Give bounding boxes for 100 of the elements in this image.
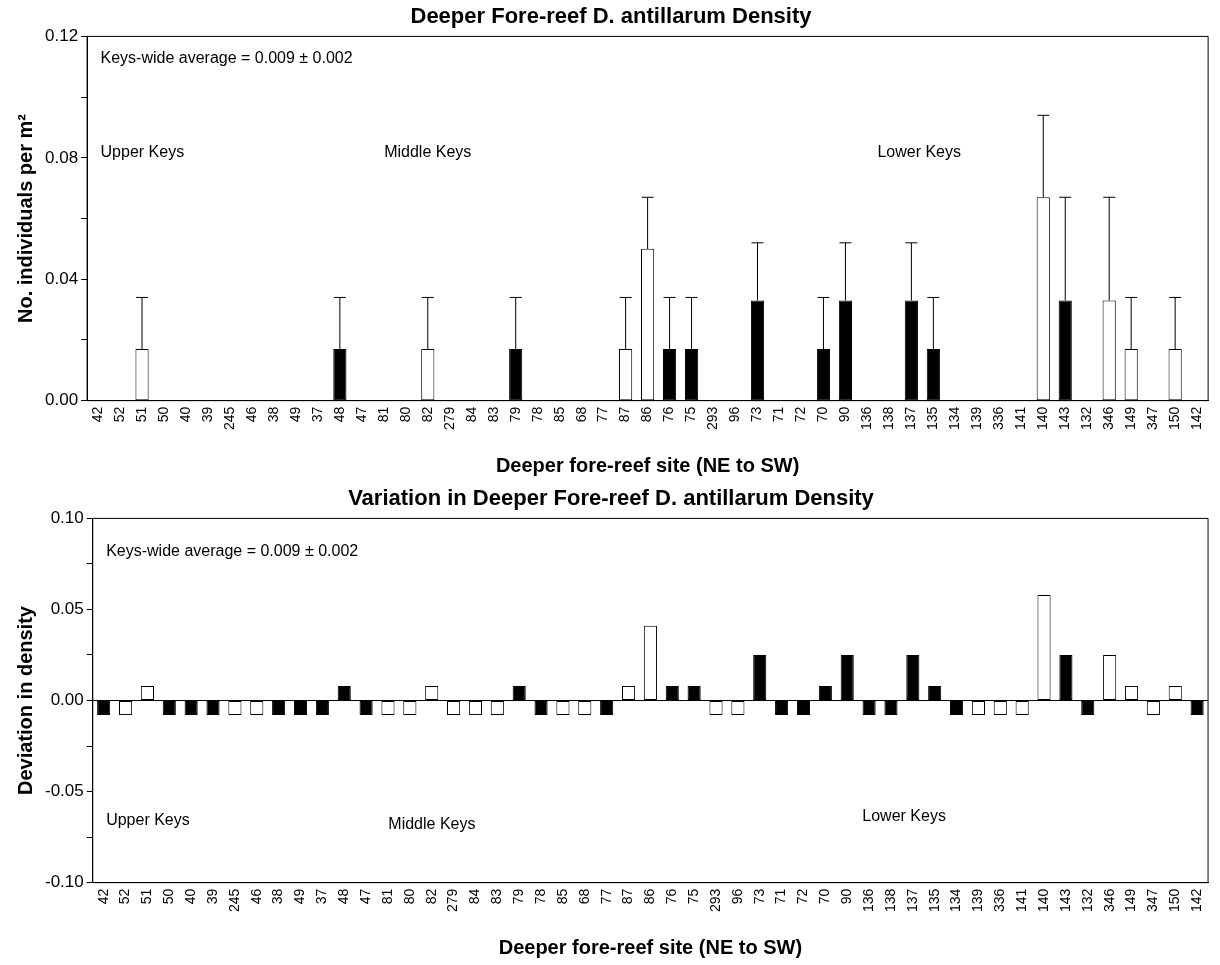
x-tick-label: 79 bbox=[510, 888, 527, 905]
x-tick-label: 77 bbox=[594, 406, 611, 423]
x-tick-label: 293 bbox=[706, 888, 723, 912]
x-tick-label: 143 bbox=[1056, 888, 1073, 912]
x-tick-label: 336 bbox=[991, 888, 1008, 912]
x-tick-label: 142 bbox=[1187, 406, 1204, 430]
y-axis-title: No. individuals per m² bbox=[13, 113, 36, 323]
x-tick-label: 139 bbox=[968, 406, 985, 430]
x-tick-label: 90 bbox=[836, 406, 853, 423]
x-tick-label: 143 bbox=[1056, 406, 1073, 430]
x-tick-label: 47 bbox=[352, 406, 369, 423]
x-tick-label: 40 bbox=[182, 888, 199, 905]
x-tick-label: 137 bbox=[903, 888, 920, 912]
x-tick-label: 38 bbox=[269, 888, 286, 905]
x-tick-label: 48 bbox=[335, 888, 352, 905]
y-tick-label: 0.00 bbox=[44, 390, 79, 410]
x-tick-label: 75 bbox=[682, 406, 699, 423]
x-tick-label: 150 bbox=[1166, 888, 1183, 912]
x-tick-label: 245 bbox=[225, 888, 242, 912]
x-tick-label: 47 bbox=[356, 888, 373, 905]
x-tick-label: 78 bbox=[528, 406, 545, 423]
x-tick-label: 52 bbox=[116, 888, 133, 905]
x-tick-label: 132 bbox=[1078, 406, 1095, 430]
y-tick-label: 0.10 bbox=[50, 508, 84, 528]
x-tick-label: 73 bbox=[748, 406, 765, 423]
x-tick-label: 346 bbox=[1100, 888, 1117, 912]
annotation: Keys-wide average = 0.009 ± 0.002 bbox=[100, 48, 353, 66]
annotation: Middle Keys bbox=[388, 814, 476, 832]
x-tick-label: 80 bbox=[396, 406, 413, 423]
annotation: Lower Keys bbox=[862, 807, 946, 825]
x-tick-label: 87 bbox=[616, 406, 633, 423]
y-tick-label: -0.10 bbox=[45, 872, 84, 892]
x-tick-label: 49 bbox=[291, 888, 308, 905]
x-tick-label: 150 bbox=[1166, 406, 1182, 430]
y-tick-label: 0.08 bbox=[44, 147, 79, 167]
annotation: Middle Keys bbox=[384, 143, 472, 161]
x-tick-label: 37 bbox=[313, 888, 330, 905]
x-tick-label: 347 bbox=[1144, 406, 1161, 430]
x-tick-label: 141 bbox=[1012, 406, 1029, 430]
x-tick-label: 52 bbox=[110, 406, 127, 423]
x-tick-label: 81 bbox=[374, 406, 391, 423]
x-tick-label: 346 bbox=[1100, 406, 1117, 430]
x-tick-label: 70 bbox=[814, 406, 831, 423]
x-tick-label: 336 bbox=[990, 406, 1007, 430]
x-tick-label: 84 bbox=[466, 888, 483, 905]
x-tick-label: 279 bbox=[440, 406, 457, 430]
y-axis-title: Deviation in density bbox=[13, 605, 36, 795]
x-tick-label: 134 bbox=[947, 888, 964, 912]
annotation: Lower Keys bbox=[877, 143, 961, 161]
x-tick-label: 40 bbox=[176, 406, 193, 423]
x-tick-label: 90 bbox=[838, 888, 855, 905]
x-tick-label: 38 bbox=[264, 406, 281, 423]
x-tick-label: 71 bbox=[772, 888, 789, 905]
x-tick-label: 83 bbox=[488, 888, 505, 905]
x-tick-label: 48 bbox=[330, 406, 347, 423]
y-tick-label: 0.00 bbox=[50, 690, 84, 710]
x-tick-label: 50 bbox=[154, 406, 171, 423]
x-tick-label: 75 bbox=[685, 888, 701, 905]
x-tick-label: 73 bbox=[750, 888, 767, 905]
x-tick-label: 135 bbox=[924, 406, 941, 430]
x-tick-label: 132 bbox=[1078, 888, 1095, 912]
x-tick-label: 39 bbox=[198, 406, 215, 423]
x-tick-label: 142 bbox=[1187, 888, 1204, 912]
x-tick-label: 134 bbox=[946, 406, 963, 430]
chart-title: Variation in Deeper Fore-reef D. antillarum Density bbox=[348, 485, 875, 511]
x-tick-label: 96 bbox=[728, 888, 745, 905]
y-tick-label: -0.05 bbox=[45, 781, 84, 801]
x-tick-label: 46 bbox=[242, 406, 259, 423]
x-tick-label: 81 bbox=[378, 888, 395, 905]
x-tick-label: 37 bbox=[308, 406, 325, 423]
x-tick-label: 139 bbox=[969, 888, 986, 912]
x-tick-label: 78 bbox=[531, 888, 548, 905]
x-tick-label: 245 bbox=[220, 406, 237, 430]
x-tick-label: 39 bbox=[203, 888, 220, 905]
x-tick-label: 293 bbox=[704, 406, 721, 430]
x-tick-label: 68 bbox=[575, 888, 592, 905]
x-tick-label: 72 bbox=[792, 406, 809, 423]
x-tick-label: 72 bbox=[794, 888, 811, 905]
x-tick-label: 149 bbox=[1122, 406, 1139, 430]
x-tick-label: 70 bbox=[816, 888, 833, 905]
x-tick-label: 347 bbox=[1144, 888, 1161, 912]
x-tick-label: 77 bbox=[597, 888, 614, 905]
x-axis-title: Deeper fore-reef site (NE to SW) bbox=[495, 453, 800, 476]
x-tick-label: 68 bbox=[572, 406, 589, 423]
x-tick-label: 141 bbox=[1013, 888, 1030, 912]
x-tick-label: 137 bbox=[902, 406, 919, 430]
x-tick-label: 51 bbox=[132, 406, 149, 423]
x-tick-label: 87 bbox=[619, 888, 636, 905]
y-tick-label: 0.04 bbox=[44, 268, 79, 288]
x-tick-label: 50 bbox=[160, 888, 177, 905]
x-tick-label: 85 bbox=[553, 888, 570, 905]
x-tick-label: 136 bbox=[858, 406, 875, 430]
x-tick-label: 135 bbox=[925, 888, 942, 912]
x-tick-label: 51 bbox=[138, 888, 155, 905]
x-tick-label: 86 bbox=[638, 406, 655, 423]
x-tick-label: 84 bbox=[462, 406, 479, 423]
x-tick-label: 138 bbox=[880, 406, 897, 430]
x-tick-label: 279 bbox=[444, 888, 461, 912]
x-tick-label: 76 bbox=[660, 406, 677, 423]
annotation: Upper Keys bbox=[106, 811, 190, 829]
